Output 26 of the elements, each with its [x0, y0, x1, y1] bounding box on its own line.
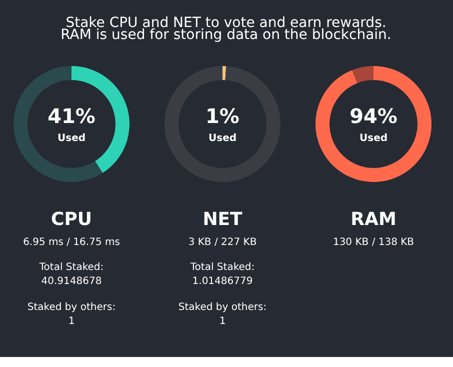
- donut-slice: [316, 66, 432, 182]
- text: RAM is used for storing data on the blockchain.: [60, 27, 392, 43]
- donut-slice: [352, 66, 374, 84]
- text: Staked by others:: [27, 302, 116, 313]
- donut-slice: [222, 66, 226, 80]
- slice-label: Used: [359, 133, 388, 144]
- slice-label: Used: [57, 133, 86, 144]
- text: Total Staked:: [189, 262, 255, 273]
- text: Staked by others:: [178, 302, 267, 313]
- donut-slice: [14, 66, 103, 182]
- text: NET: [202, 209, 244, 230]
- data-label: 41%: [48, 104, 96, 128]
- text: 1.01486779: [192, 276, 253, 287]
- text: 1: [68, 316, 75, 327]
- text: 130 KB / 138 KB: [332, 237, 414, 248]
- text: 1: [219, 316, 226, 327]
- slice-label: Used: [208, 133, 237, 144]
- data-label: 1%: [206, 104, 240, 128]
- data-label: 94%: [350, 104, 398, 128]
- text: CPU: [50, 209, 92, 230]
- text: 40.9148678: [41, 276, 102, 287]
- text: 6.95 ms / 16.75 ms: [23, 237, 120, 248]
- donut-slice: [164, 66, 280, 182]
- text: Total Staked:: [38, 262, 104, 273]
- text: RAM: [350, 209, 396, 230]
- text: 3 KB / 227 KB: [188, 237, 257, 248]
